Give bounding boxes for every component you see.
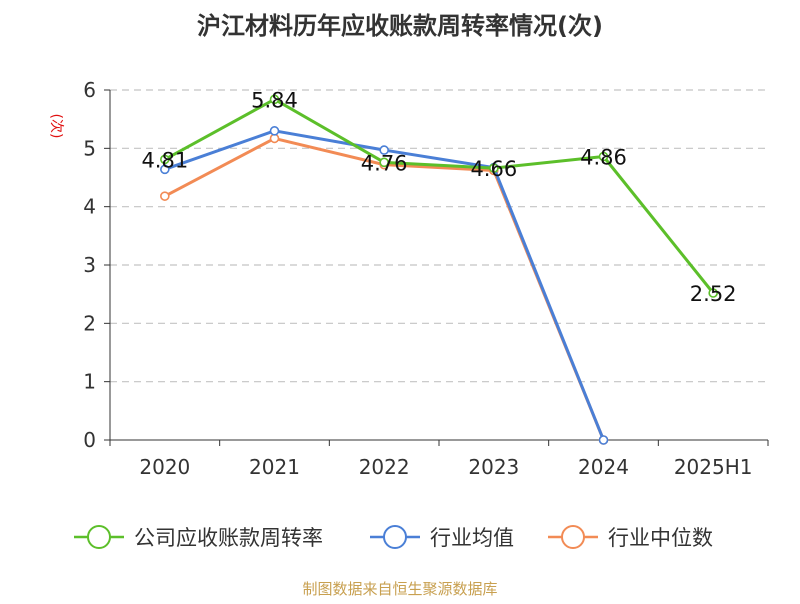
y-tick-label: 5: [83, 136, 96, 160]
legend-marker: [383, 525, 407, 549]
data-point: [489, 163, 499, 173]
data-label: 4.66: [470, 157, 517, 181]
axes: 0 1 2 3 4 5 6 2020 2021 2022 2023 2024 2025H1: [83, 78, 769, 479]
series-line-1: [164, 129, 605, 441]
legend-label: 公司应收账款周转率: [134, 526, 323, 550]
chart-title: 沪江材料历年应收账款周转率情况(次): [197, 12, 603, 40]
data-point: [379, 157, 389, 168]
x-tick-label: 2023: [468, 455, 519, 479]
series-layer: [160, 94, 718, 445]
y-tick-label: 4: [83, 195, 96, 219]
source-note: 制图数据来自恒生聚源数据库: [302, 580, 497, 598]
x-tick-label: 2025H1: [674, 455, 753, 479]
grid-lines: [110, 89, 768, 383]
y-tick-label: 3: [83, 253, 96, 277]
data-label: 4.76: [361, 151, 408, 175]
data-labels: 4.81 5.84 4.76 4.66 4.86 2.52: [141, 88, 736, 306]
series-line-0: [164, 97, 715, 294]
legend-label: 行业中位数: [608, 526, 713, 550]
data-point: [160, 164, 170, 175]
data-point: [160, 191, 170, 201]
y-axis-label: (次): [48, 114, 64, 139]
y-tick-label: 0: [83, 428, 96, 452]
data-point: [269, 126, 280, 136]
data-label: 2.52: [690, 282, 737, 306]
data-label: 4.86: [580, 146, 627, 170]
data-point: [379, 145, 389, 155]
x-tick-label: 2022: [359, 455, 410, 479]
y-tick-label: 1: [83, 370, 96, 394]
data-point: [598, 151, 609, 162]
x-tick-label: 2021: [249, 455, 300, 479]
data-label: 5.84: [251, 88, 298, 112]
x-tick-label: 2020: [139, 455, 190, 479]
legend-label: 行业均值: [430, 526, 514, 550]
data-label: 4.81: [141, 148, 188, 172]
series-line-2: [164, 136, 605, 441]
y-tick-label: 6: [83, 78, 96, 102]
data-point: [269, 94, 280, 105]
x-tick-label: 2024: [578, 455, 629, 479]
y-tick-label: 2: [83, 311, 96, 335]
legend: 公司应收账款周转率 行业均值 行业中位数: [74, 525, 713, 550]
data-point: [160, 154, 170, 165]
data-point: [598, 435, 609, 445]
legend-marker: [87, 525, 111, 549]
legend-marker: [561, 525, 585, 549]
data-point: [708, 288, 718, 298]
